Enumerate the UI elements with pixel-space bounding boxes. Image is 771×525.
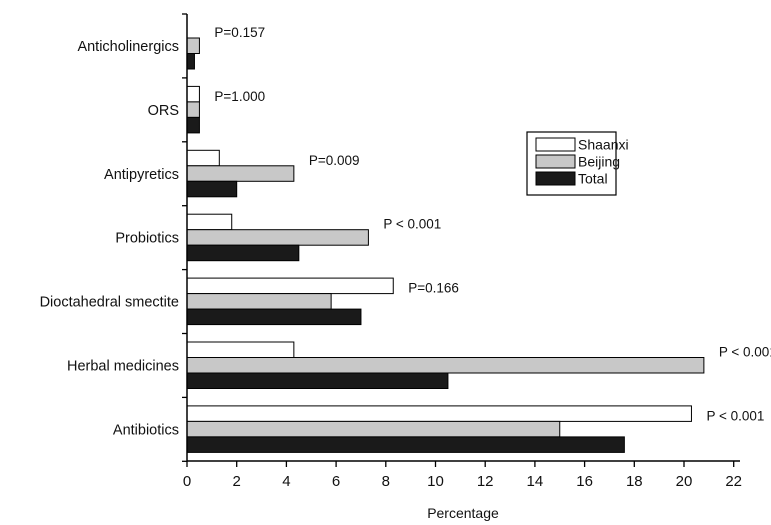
- x-tick-label: 20: [676, 473, 693, 490]
- x-tick-label: 2: [233, 473, 241, 490]
- x-tick-label: 16: [576, 473, 593, 490]
- bar-herbal-medicines-total: [186, 372, 449, 389]
- x-tick-label: 22: [725, 473, 742, 490]
- bar-herbal-medicines-beijing: [186, 357, 705, 374]
- x-tick-label: 4: [282, 473, 290, 490]
- bars-layer: [186, 37, 705, 453]
- x-tick-label: 12: [477, 473, 494, 490]
- bar-anticholinergics-total: [186, 53, 195, 70]
- p-value-label: P=0.009: [309, 153, 360, 168]
- p-value-annotations: P=0.157 P=1.000 P=0.009 P < 0.001 P=0.166 P <…: [214, 25, 771, 423]
- x-tick-label: 6: [332, 473, 340, 490]
- legend-swatch-shaanxi: [535, 137, 576, 152]
- x-axis-title: Percentage: [427, 505, 499, 521]
- category-label-dioctahedral-smectite: Dioctahedral smectite: [40, 295, 179, 311]
- bar-antibiotics-shaanxi: [186, 405, 692, 422]
- bar-probiotics-beijing: [186, 229, 369, 246]
- p-value-label: P < 0.001: [383, 217, 441, 232]
- x-tick-label: 18: [626, 473, 643, 490]
- x-tick-label: 8: [382, 473, 390, 490]
- p-value-label: P=0.166: [408, 281, 459, 296]
- bar-ors-total: [186, 116, 200, 134]
- legend-label-beijing: Beijing: [578, 154, 620, 170]
- legend-swatch-total: [535, 171, 576, 186]
- p-value-label: P < 0.001: [706, 408, 764, 423]
- bar-ors-beijing: [186, 101, 200, 118]
- category-label-antibiotics: Antibiotics: [113, 422, 179, 438]
- category-label-probiotics: Probiotics: [115, 231, 179, 247]
- bar-probiotics-total: [186, 244, 300, 262]
- p-value-label: P=0.157: [214, 25, 265, 40]
- x-tick-label: 10: [427, 473, 444, 490]
- bar-antibiotics-total: [186, 436, 625, 453]
- category-label-herbal-medicines: Herbal medicines: [67, 358, 179, 374]
- category-labels: Anticholinergics ORS Antipyretics Probiotic…: [40, 39, 179, 438]
- x-tick-label: 0: [183, 473, 191, 490]
- bar-anticholinergics-beijing: [186, 37, 200, 54]
- category-label-anticholinergics: Anticholinergics: [77, 39, 179, 55]
- p-value-label: P=1.000: [214, 89, 265, 104]
- bar-herbal-medicines-shaanxi: [186, 341, 295, 358]
- bar-antipyretics-total: [186, 180, 238, 198]
- x-tick-label: 14: [527, 473, 544, 490]
- legend-label-total: Total: [578, 171, 608, 187]
- y-axis: [182, 13, 188, 462]
- category-label-ors: ORS: [148, 103, 179, 119]
- bar-antibiotics-beijing: [186, 420, 561, 438]
- bar-probiotics-shaanxi: [186, 213, 233, 231]
- p-value-label: P < 0.001: [719, 345, 771, 360]
- bar-antipyretics-shaanxi: [186, 149, 220, 167]
- bar-dioctahedral-smectite-beijing: [186, 293, 332, 310]
- legend-swatch-beijing: [535, 154, 576, 169]
- legend-label-shaanxi: Shaanxi: [578, 137, 629, 153]
- bar-antipyretics-beijing: [186, 165, 295, 182]
- bar-dioctahedral-smectite-shaanxi: [186, 277, 394, 295]
- x-axis: 0 2 4 6 8 10 12 14 16 18 20 22: [183, 460, 742, 490]
- bar-dioctahedral-smectite-total: [186, 308, 362, 326]
- category-label-antipyretics: Antipyretics: [104, 167, 179, 183]
- bar-ors-shaanxi: [186, 85, 200, 103]
